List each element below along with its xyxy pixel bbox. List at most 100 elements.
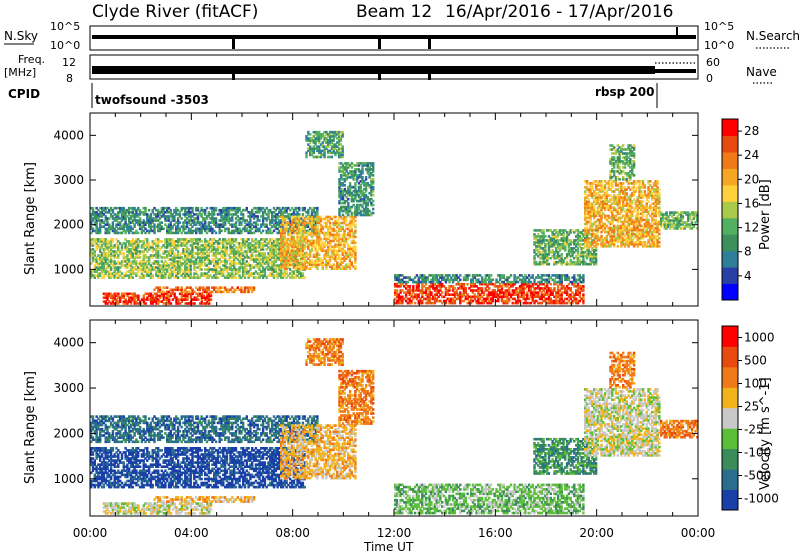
power-cell [298, 231, 301, 235]
power-cell [176, 231, 180, 235]
power-cell [499, 291, 502, 294]
power-cell [167, 274, 171, 277]
power-cell [437, 282, 440, 286]
power-cell [233, 258, 236, 261]
power-cell [169, 264, 172, 267]
power-cell [100, 266, 104, 269]
power-cell [364, 205, 368, 209]
power-cell [95, 244, 98, 247]
power-cell [231, 240, 234, 243]
power-cell [202, 272, 205, 275]
power-cell [256, 223, 259, 226]
nsky-right-tick-top: 10^5 [704, 20, 734, 33]
power-cell [213, 264, 216, 267]
power-cell [482, 282, 486, 286]
power-cell [146, 256, 149, 259]
power-cell [437, 291, 440, 294]
power-cell [142, 225, 145, 228]
power-cell [567, 287, 571, 290]
power-cell [138, 266, 142, 269]
power-cell [167, 242, 171, 245]
power-cell [289, 217, 292, 220]
power-cell [327, 151, 330, 155]
power-cell [298, 235, 301, 239]
power-cell [451, 287, 455, 290]
power-cell [357, 170, 361, 173]
power-cell [242, 258, 245, 261]
power-cell [285, 225, 288, 229]
power-cell [113, 270, 116, 273]
power-cell [256, 240, 259, 243]
power-cell [185, 246, 189, 249]
power-cell [135, 238, 138, 241]
power-cell [314, 219, 317, 222]
power-cell [128, 298, 131, 301]
power-cell [91, 213, 95, 216]
power-cell [166, 211, 169, 214]
power-cell [421, 299, 424, 303]
power-cell [278, 242, 281, 245]
power-cell [195, 262, 198, 265]
power-cell [424, 276, 428, 279]
power-cell [251, 240, 254, 243]
power-cell [249, 258, 252, 261]
power-cell [200, 298, 204, 301]
power-cell [214, 248, 218, 251]
power-cell [124, 217, 127, 220]
power-cell [330, 151, 334, 155]
power-cell [323, 225, 326, 229]
power-cell [281, 206, 285, 210]
power-cell [569, 293, 572, 296]
power-cell [332, 245, 335, 249]
power-cell [169, 238, 172, 241]
power-cell [364, 184, 368, 187]
nave-tick-0: 0 [706, 72, 713, 85]
power-cell [175, 266, 178, 269]
power-cell [285, 238, 288, 241]
power-cell [356, 203, 359, 207]
power-cell [137, 242, 140, 245]
power-cell [368, 174, 371, 177]
power-cell [461, 282, 464, 286]
power-cell [122, 229, 125, 233]
power-cell [99, 206, 102, 210]
power-cell [171, 238, 174, 241]
power-cell [155, 302, 158, 305]
power-cell [395, 278, 399, 282]
power-cell [338, 178, 341, 181]
power-cell [189, 274, 192, 277]
power-cell [124, 300, 127, 303]
power-cell [240, 217, 243, 220]
power-cell [131, 221, 134, 224]
power-cell [404, 295, 408, 299]
power-cell [310, 221, 314, 225]
power-cell [442, 295, 446, 299]
power-cell [336, 261, 339, 264]
power-cell [444, 274, 448, 277]
power-cell [128, 300, 131, 303]
power-cell [211, 260, 214, 263]
power-cell [111, 260, 115, 263]
power-cell [448, 274, 451, 277]
power-cell [394, 301, 397, 305]
power-cell [117, 274, 120, 277]
power-cell [182, 206, 185, 210]
power-cell [294, 274, 297, 277]
power-cell [339, 155, 343, 159]
power-cell [527, 301, 531, 305]
power-cell [205, 246, 209, 249]
power-cell [100, 211, 104, 214]
power-cell [223, 254, 227, 257]
power-cell [213, 286, 216, 289]
power-cell [223, 286, 227, 289]
power-cell [256, 206, 259, 210]
power-cell [292, 248, 296, 251]
power-cell [240, 258, 243, 261]
power-cell [336, 151, 339, 155]
power-cell [352, 211, 355, 215]
power-cell [292, 239, 296, 243]
power-cell [312, 239, 315, 243]
power-cell [312, 223, 315, 226]
power-cell [341, 147, 344, 150]
power-cell [363, 182, 366, 185]
